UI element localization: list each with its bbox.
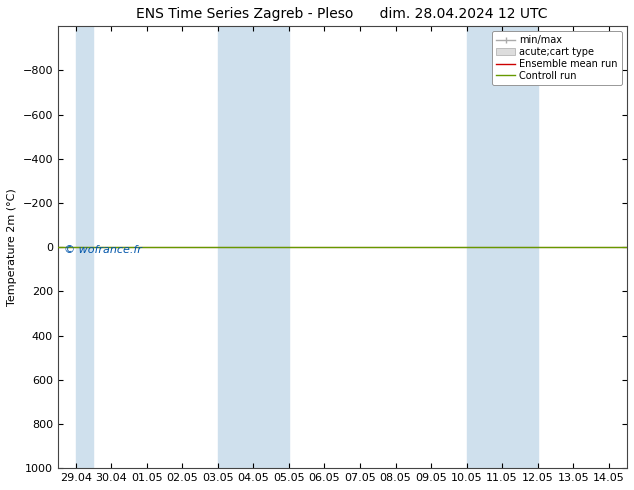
Text: © wofrance.fr: © wofrance.fr [63,245,141,255]
Legend: min/max, acute;cart type, Ensemble mean run, Controll run: min/max, acute;cart type, Ensemble mean … [492,31,622,85]
Bar [218,26,289,468]
Bar [467,26,538,468]
Y-axis label: Temperature 2m (°C): Temperature 2m (°C) [7,188,17,306]
Bar [75,26,93,468]
Title: ENS Time Series Zagreb - Pleso      dim. 28.04.2024 12 UTC: ENS Time Series Zagreb - Pleso dim. 28.0… [136,7,548,21]
